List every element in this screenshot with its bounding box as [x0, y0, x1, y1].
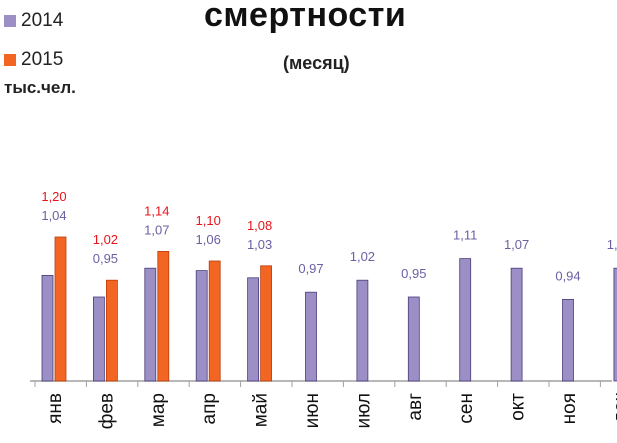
value-label-2014-окт: 1,07 — [504, 237, 529, 252]
value-label-2015-май: 1,08 — [247, 218, 272, 233]
value-label-2014-ноя: 0,94 — [555, 268, 580, 283]
value-label-2015-апр: 1,10 — [196, 213, 221, 228]
legend-swatch-2014 — [4, 15, 16, 27]
bar-2015-фев — [106, 279, 118, 382]
y-axis-unit-label: тыс.чел. — [4, 78, 76, 97]
category-label-июл: июл — [353, 393, 374, 429]
bar-2014-окт — [510, 267, 523, 382]
bar-2015-май — [260, 265, 273, 382]
bar-2015-апр — [208, 260, 221, 382]
legend-item-2015: 2015 — [4, 49, 63, 71]
category-label-дек: дек — [610, 392, 617, 423]
value-label-2014-июн: 0,97 — [298, 261, 323, 276]
bar-2014-авг — [407, 296, 420, 382]
value-label-2014-авг: 0,95 — [401, 266, 426, 281]
category-label-май: май — [251, 393, 272, 427]
category-label-сен: сен — [456, 393, 477, 424]
value-label-2014-сен: 1,11 — [453, 228, 477, 243]
value-label-2014-фев: 0,95 — [93, 251, 118, 266]
legend-item-2014: 2014 — [4, 10, 63, 32]
legend-label-2014: 2014 — [21, 10, 64, 31]
bar-2014-май — [247, 277, 260, 382]
chart-title: смертности — [204, 0, 407, 34]
value-label-2015-мар: 1,14 — [144, 203, 169, 218]
bar-2014-июн — [305, 291, 317, 382]
chart-subtitle: (месяц) — [283, 53, 350, 73]
value-label-2014-июл: 1,02 — [350, 249, 375, 264]
bar-2014-фев — [93, 296, 105, 382]
bar-2014-янв — [41, 274, 54, 382]
bar-2015-янв — [54, 236, 67, 382]
value-label-2015-янв: 1,20 — [41, 189, 66, 204]
bar-2014-дек — [613, 267, 617, 382]
value-label-2014-апр: 1,06 — [196, 232, 221, 247]
bar-2014-мар — [144, 267, 157, 382]
category-label-окт: окт — [508, 393, 529, 421]
value-label-2014-дек: 1,07 — [607, 237, 617, 252]
category-label-фев: фев — [96, 393, 117, 429]
category-label-июн: июн — [302, 393, 323, 428]
bar-2014-ноя — [562, 298, 574, 382]
value-label-2014-май: 1,03 — [247, 237, 272, 252]
category-label-ноя: ноя — [559, 393, 580, 424]
bar-2014-сен — [459, 258, 472, 382]
value-label-2014-мар: 1,07 — [144, 222, 169, 237]
value-label-2015-фев: 1,02 — [93, 232, 118, 247]
value-label-2014-янв: 1,04 — [41, 208, 66, 223]
category-label-авг: авг — [405, 393, 426, 421]
category-label-мар: мар — [148, 393, 169, 427]
bar-2014-июл — [356, 279, 369, 382]
bar-2015-мар — [157, 250, 170, 382]
legend-label-2015: 2015 — [21, 49, 64, 70]
bar-2014-апр — [195, 270, 208, 382]
category-label-янв: янв — [45, 393, 66, 424]
category-label-апр: апр — [199, 393, 220, 424]
legend-swatch-2015 — [4, 54, 16, 66]
